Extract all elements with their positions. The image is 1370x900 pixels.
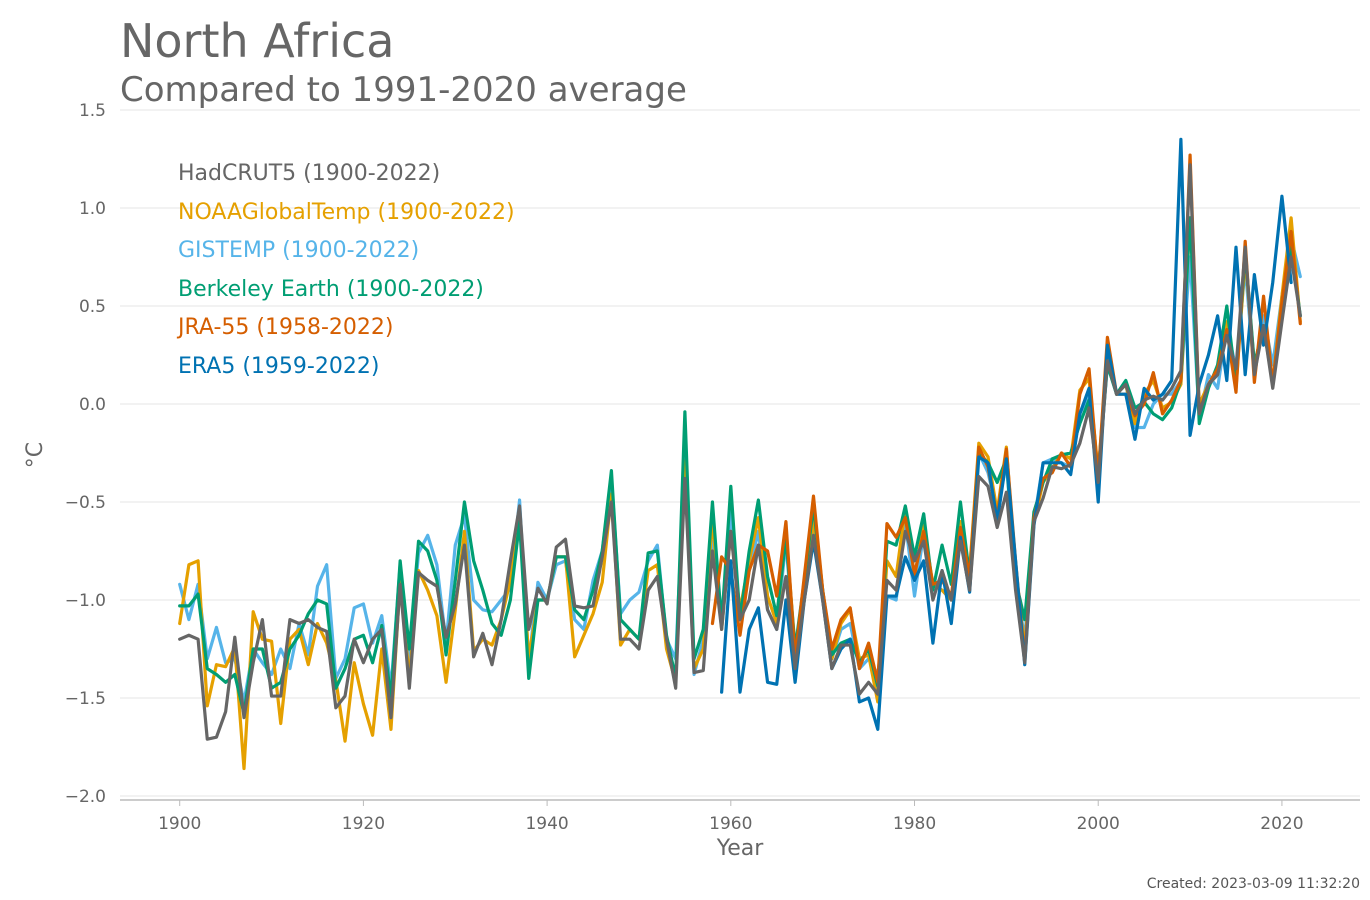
y-axis-label: °C	[23, 442, 48, 468]
series-line-hadcrut5	[178, 163, 1302, 741]
legend: HadCRUT5 (1900-2022) NOAAGlobalTemp (190…	[178, 155, 515, 386]
legend-item-jra55: JRA-55 (1958-2022)	[178, 315, 394, 340]
x-tick-label: 1900	[158, 814, 201, 834]
chart-title: North Africa	[120, 14, 395, 68]
x-axis-label: Year	[716, 836, 765, 861]
y-tick-labels: 1.5 1.0 0.5 0.0 −0.5 −1.0 −1.5 −2.0	[65, 101, 106, 807]
y-tick-label: 1.0	[79, 199, 106, 219]
x-tick-label: 2000	[1077, 814, 1120, 834]
legend-item-gistemp: GISTEMP (1900-2022)	[178, 238, 420, 263]
chart-subtitle: Compared to 1991-2020 average	[120, 70, 687, 110]
y-tick-label: 1.5	[79, 101, 106, 121]
y-tick-label: −1.5	[65, 689, 106, 709]
x-tick-label: 2020	[1260, 814, 1303, 834]
legend-item-berkeley-earth: Berkeley Earth (1900-2022)	[178, 276, 484, 302]
legend-item-noaaglobaltemp: NOAAGlobalTemp (1900-2022)	[178, 199, 515, 225]
legend-item-hadcrut5: HadCRUT5 (1900-2022)	[178, 161, 441, 186]
x-tick-labels: 1900 1920 1940 1960 1980 2000 2020	[158, 800, 1304, 834]
legend-item-era5: ERA5 (1959-2022)	[178, 353, 380, 379]
created-timestamp: Created: 2023-03-09 11:32:20	[1146, 876, 1360, 892]
x-tick-label: 1960	[709, 814, 752, 834]
series-line-jra-55	[710, 153, 1302, 684]
x-tick-label: 1980	[893, 814, 936, 834]
series-line-era5	[720, 137, 1293, 731]
y-tick-label: 0.0	[79, 395, 106, 415]
y-tick-label: 0.5	[79, 297, 106, 317]
x-tick-label: 1920	[342, 814, 385, 834]
y-tick-label: −0.5	[65, 493, 106, 513]
y-tick-label: −1.0	[65, 591, 106, 611]
x-tick-label: 1940	[525, 814, 568, 834]
series-lines	[178, 137, 1302, 771]
y-tick-label: −2.0	[65, 787, 106, 807]
